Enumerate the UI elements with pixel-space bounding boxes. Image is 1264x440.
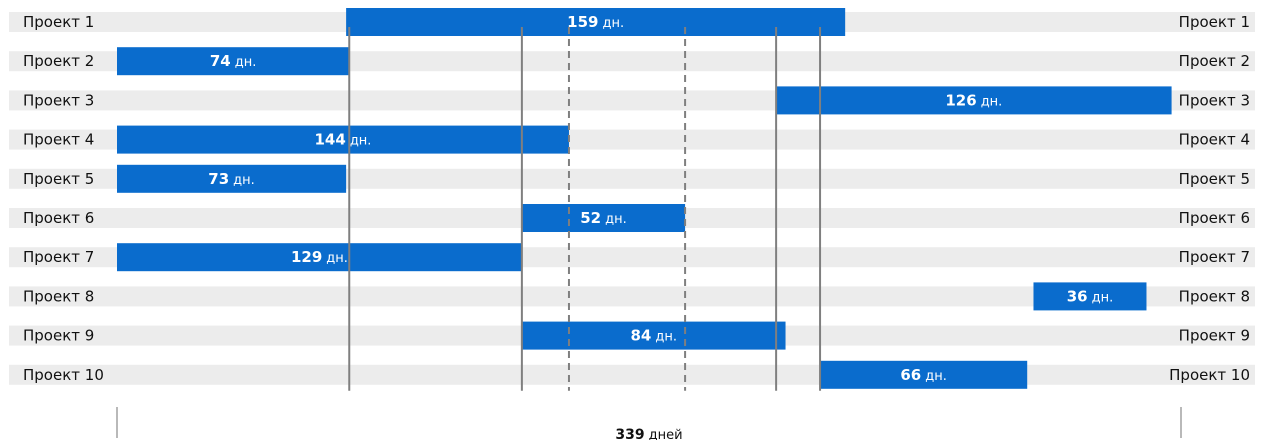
bar-label: 144 дн. xyxy=(315,131,372,149)
project-label-right: Проект 8 xyxy=(1179,287,1250,305)
bar xyxy=(1033,282,1147,311)
bar-label: 36 дн. xyxy=(1067,287,1114,305)
total-value: 339 xyxy=(615,427,644,440)
bar-unit: дн. xyxy=(350,134,372,149)
project-label-right: Проект 5 xyxy=(1179,170,1250,188)
project-labels: Проект 1 Проект 1 Проект 2 Проект 2 Проект 3… xyxy=(23,13,1250,384)
bar-label: 159 дн. xyxy=(567,13,624,31)
bar xyxy=(776,86,1172,115)
bar xyxy=(521,321,786,350)
project-label-left: Проект 1 xyxy=(23,13,94,31)
bar xyxy=(117,164,347,193)
project-label-left: Проект 4 xyxy=(23,131,94,149)
bar-value: 52 xyxy=(580,209,601,227)
bar-label: 74 дн. xyxy=(210,52,257,70)
total-span: 339 дней xyxy=(116,407,1182,440)
total-unit: дней xyxy=(649,428,683,440)
project-label-right: Проект 1 xyxy=(1179,13,1250,31)
bar-label: 66 дн. xyxy=(900,366,947,384)
row-background xyxy=(9,364,1255,385)
bar-unit: дн. xyxy=(981,94,1003,109)
project-label-left: Проект 6 xyxy=(23,209,94,227)
bar-label: 84 дн. xyxy=(630,327,677,345)
bar-unit: дн. xyxy=(235,55,257,70)
bar-value: 66 xyxy=(900,366,921,384)
bar-label: 129 дн. xyxy=(291,248,348,266)
bar-value: 129 xyxy=(291,248,322,266)
bar-value: 74 xyxy=(210,52,231,70)
bar xyxy=(117,125,569,154)
bar-value-labels: 159 дн.74 дн.126 дн.144 дн.73 дн.52 дн.129 дн.3… xyxy=(208,13,1113,384)
project-label-left: Проект 10 xyxy=(23,366,104,384)
bar-value: 73 xyxy=(208,170,229,188)
bar-unit: дн. xyxy=(326,251,348,266)
project-label-right: Проект 6 xyxy=(1179,209,1250,227)
project-label-right: Проект 10 xyxy=(1169,366,1250,384)
bar-unit: дн. xyxy=(925,369,947,384)
project-label-left: Проект 9 xyxy=(23,327,94,345)
bar xyxy=(820,360,1028,389)
bar xyxy=(521,204,686,232)
row-background xyxy=(9,286,1255,307)
bar-unit: дн. xyxy=(605,212,627,227)
bar-label: 73 дн. xyxy=(208,170,255,188)
project-label-left: Проект 7 xyxy=(23,248,94,266)
project-label-right: Проект 9 xyxy=(1179,327,1250,345)
bar-value: 126 xyxy=(945,91,976,109)
project-label-left: Проект 8 xyxy=(23,287,94,305)
bars xyxy=(117,8,1172,389)
bar-unit: дн. xyxy=(602,16,624,31)
project-label-right: Проект 4 xyxy=(1179,131,1250,149)
bar-unit: дн. xyxy=(655,330,677,345)
bar-unit: дн. xyxy=(233,173,255,188)
project-label-right: Проект 7 xyxy=(1179,248,1250,266)
project-label-left: Проект 5 xyxy=(23,170,94,188)
bar-value: 36 xyxy=(1067,287,1088,305)
bar-value: 159 xyxy=(567,13,598,31)
total-label: 339 дней xyxy=(615,427,682,440)
bar-label: 52 дн. xyxy=(580,209,627,227)
bar-value: 84 xyxy=(630,327,651,345)
project-label-right: Проект 3 xyxy=(1179,91,1250,109)
gridlines xyxy=(348,27,822,391)
project-label-left: Проект 3 xyxy=(23,91,94,109)
project-label-left: Проект 2 xyxy=(23,52,94,70)
bar xyxy=(117,47,350,76)
bar-value: 144 xyxy=(315,131,346,149)
bar xyxy=(346,8,846,36)
bar xyxy=(117,243,522,272)
bar-unit: дн. xyxy=(1092,290,1114,305)
bar-label: 126 дн. xyxy=(945,91,1002,109)
project-label-right: Проект 2 xyxy=(1179,52,1250,70)
